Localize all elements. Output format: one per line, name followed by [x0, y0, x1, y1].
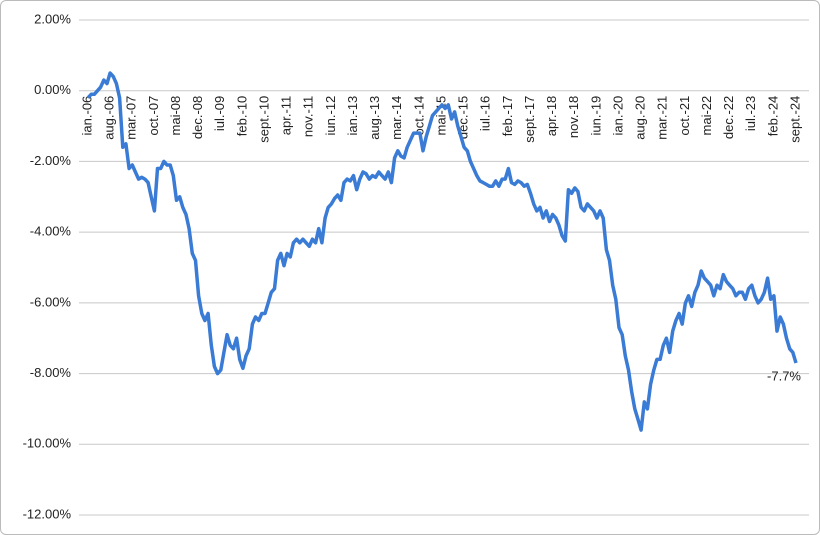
y-tick-label: -6.00% — [30, 294, 72, 309]
x-tick-label: iun.-19 — [588, 96, 603, 136]
x-tick-label: iun.-12 — [323, 96, 338, 136]
x-tick-label: nov.-18 — [566, 96, 581, 138]
x-tick-label: oct.-14 — [411, 96, 426, 136]
x-tick-label: nov.-11 — [301, 96, 316, 137]
x-tick-label: dec.-08 — [190, 96, 205, 139]
x-tick-label: dec.-22 — [721, 96, 736, 139]
x-tick-label: dec.-15 — [456, 96, 471, 139]
x-tick-label: oct.-07 — [146, 96, 161, 136]
x-tick-label: apr.-11 — [279, 96, 294, 136]
x-tick-label: oct.-21 — [677, 96, 692, 136]
x-tick-label: ian.-13 — [345, 96, 360, 136]
x-tick-label: aug.-20 — [633, 96, 648, 140]
x-tick-label: feb.-17 — [500, 96, 515, 136]
x-tick-label: feb.-10 — [234, 96, 249, 136]
x-tick-label: sept.-10 — [256, 96, 271, 143]
x-tick-label: mar.-07 — [124, 96, 139, 140]
x-tick-label: aug.-06 — [102, 96, 117, 140]
x-tick-label: mai-08 — [168, 96, 183, 136]
y-tick-label: -4.00% — [30, 224, 72, 239]
x-tick-label: sept.-24 — [787, 96, 802, 143]
y-tick-label: -12.00% — [23, 506, 72, 521]
x-tick-label: mar.-14 — [389, 96, 404, 140]
x-tick-label: feb.-24 — [765, 96, 780, 136]
x-tick-label: mai-15 — [433, 96, 448, 136]
y-tick-label: -2.00% — [30, 153, 72, 168]
x-tick-label: iul.-09 — [212, 96, 227, 131]
x-tick-label: ian.-06 — [79, 96, 94, 136]
x-tick-label: mai-22 — [699, 96, 714, 136]
x-tick-label: aug.-13 — [367, 96, 382, 140]
x-tick-label: ian.-20 — [610, 96, 625, 136]
y-tick-label: -8.00% — [30, 365, 72, 380]
y-tick-label: 2.00% — [34, 11, 71, 26]
x-tick-label: mar.-21 — [655, 96, 670, 140]
y-tick-label: -10.00% — [23, 436, 72, 451]
x-tick-label: sept.-17 — [522, 96, 537, 143]
data-line — [86, 71, 798, 432]
y-tick-label: 0.00% — [34, 82, 71, 97]
data-label: -7.7% — [767, 368, 801, 383]
x-tick-label: iul.-23 — [743, 96, 758, 131]
x-tick-label: apr.-18 — [544, 96, 559, 136]
x-tick-label: iul.-16 — [478, 96, 493, 131]
